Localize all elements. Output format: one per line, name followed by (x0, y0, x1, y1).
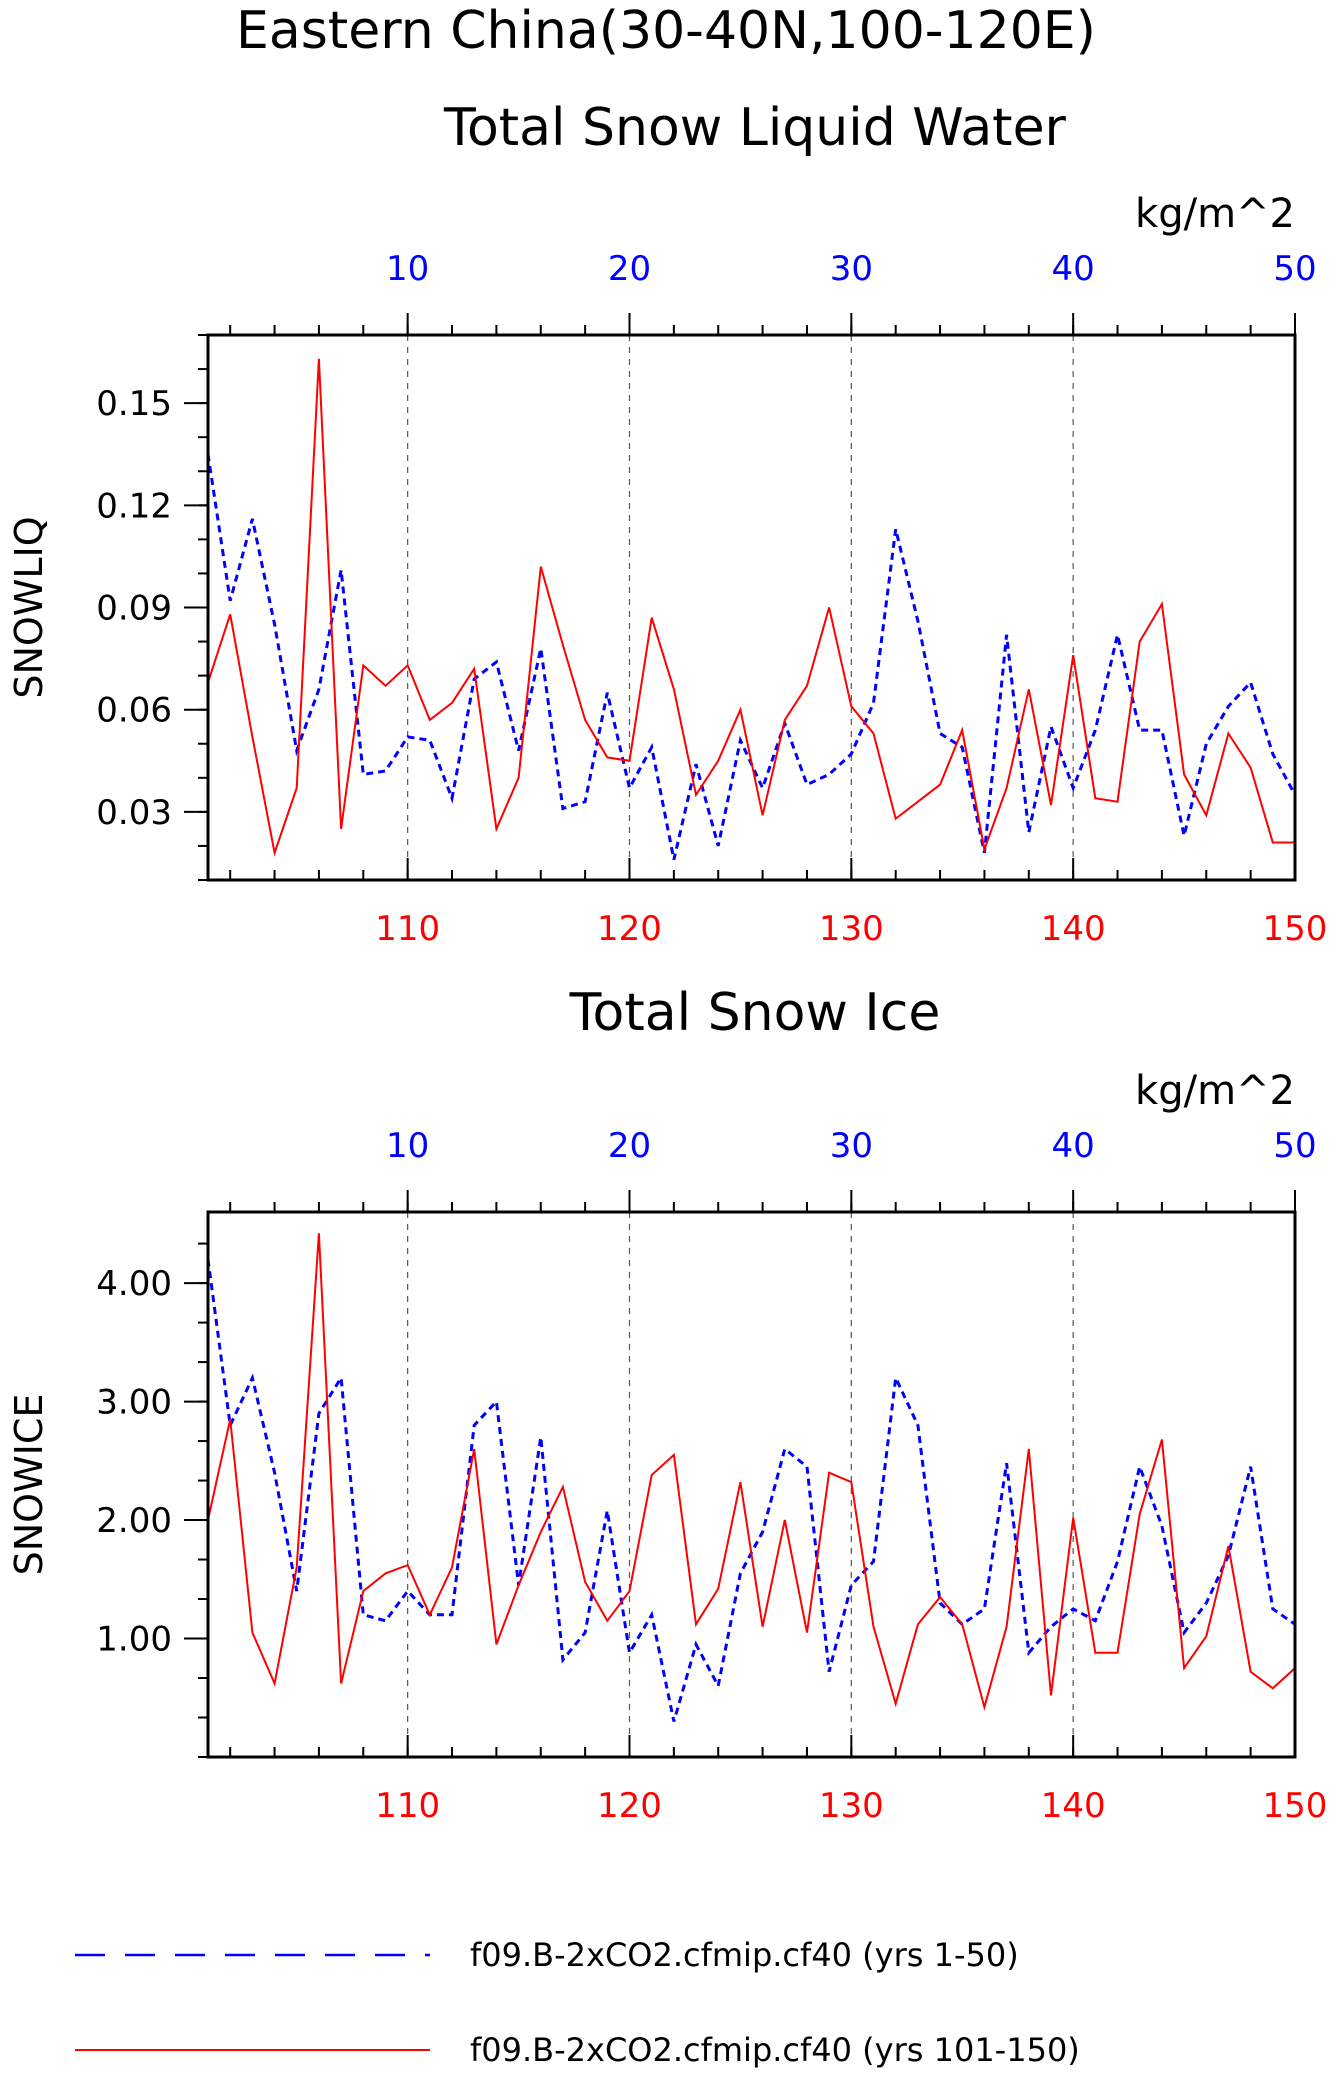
panel2-title: Total Snow Ice (569, 983, 941, 1043)
series-line-blue (206, 1259, 1296, 1722)
plot-frame (206, 333, 1297, 882)
panel1-title: Total Snow Liquid Water (443, 98, 1067, 158)
x-tick-label-top: 40 (1052, 249, 1095, 289)
x-tick-label-bottom: 140 (1041, 1786, 1106, 1826)
y-tick-label: 0.06 (96, 691, 172, 731)
snowice-panel: 110 120 130 140 150 10 20 30 40 50 kg/m^2 1.00 2.00 3… (7, 1068, 1327, 1826)
figure-title-line1: Eastern China(30-40N,100-120E) (236, 1, 1096, 61)
x-tick-label-top: 10 (386, 249, 429, 289)
series-line-red (207, 1233, 1296, 1712)
y-tick-label: 4.00 (96, 1264, 172, 1304)
legend: f09.B-2xCO2.cfmip.cf40 (yrs 1-50) f09.B-… (75, 1936, 1080, 2069)
y-axis-label: SNOWLIQ (7, 516, 51, 698)
x-tick-label-bottom: 150 (1263, 909, 1328, 949)
x-tick-label-bottom: 120 (597, 909, 662, 949)
x-tick-label-bottom: 140 (1041, 909, 1106, 949)
legend-label-red: f09.B-2xCO2.cfmip.cf40 (yrs 101-150) (470, 2031, 1080, 2069)
y-tick-label: 0.09 (96, 589, 172, 629)
y-tick-label: 0.12 (96, 486, 172, 526)
x-tick-label-bottom: 130 (819, 909, 884, 949)
y-axis-label: SNOWICE (7, 1394, 51, 1576)
x-tick-label-bottom: 110 (375, 909, 440, 949)
y-tick-label: 1.00 (96, 1620, 172, 1660)
y-tick-label: 0.03 (96, 793, 172, 833)
x-tick-label-top: 50 (1273, 1126, 1316, 1166)
x-tick-label-top: 10 (386, 1126, 429, 1166)
x-tick-label-bottom: 120 (597, 1786, 662, 1826)
x-tick-label-bottom: 110 (375, 1786, 440, 1826)
x-tick-label-top: 50 (1273, 249, 1316, 289)
x-tick-label-top: 40 (1052, 1126, 1095, 1166)
units-label: kg/m^2 (1135, 1068, 1295, 1114)
units-label: kg/m^2 (1135, 191, 1295, 237)
legend-label-blue: f09.B-2xCO2.cfmip.cf40 (yrs 1-50) (470, 1936, 1019, 1974)
x-tick-label-top: 20 (608, 1126, 651, 1166)
x-tick-label-bottom: 150 (1263, 1786, 1328, 1826)
plot-frame (206, 1210, 1297, 1759)
series-line-blue (206, 453, 1297, 860)
snowliq-panel: 110 120 130 140 150 10 20 30 40 50 kg/m^2 0.03 0.06 0… (7, 191, 1327, 949)
x-tick-label-top: 30 (830, 249, 873, 289)
y-tick-label: 3.00 (96, 1383, 172, 1423)
x-tick-label-top: 20 (608, 249, 651, 289)
series-line-red (207, 358, 1295, 857)
x-tick-label-top: 30 (830, 1126, 873, 1166)
y-tick-label: 0.15 (96, 384, 172, 424)
y-tick-label: 2.00 (96, 1501, 172, 1541)
x-tick-label-bottom: 130 (819, 1786, 884, 1826)
